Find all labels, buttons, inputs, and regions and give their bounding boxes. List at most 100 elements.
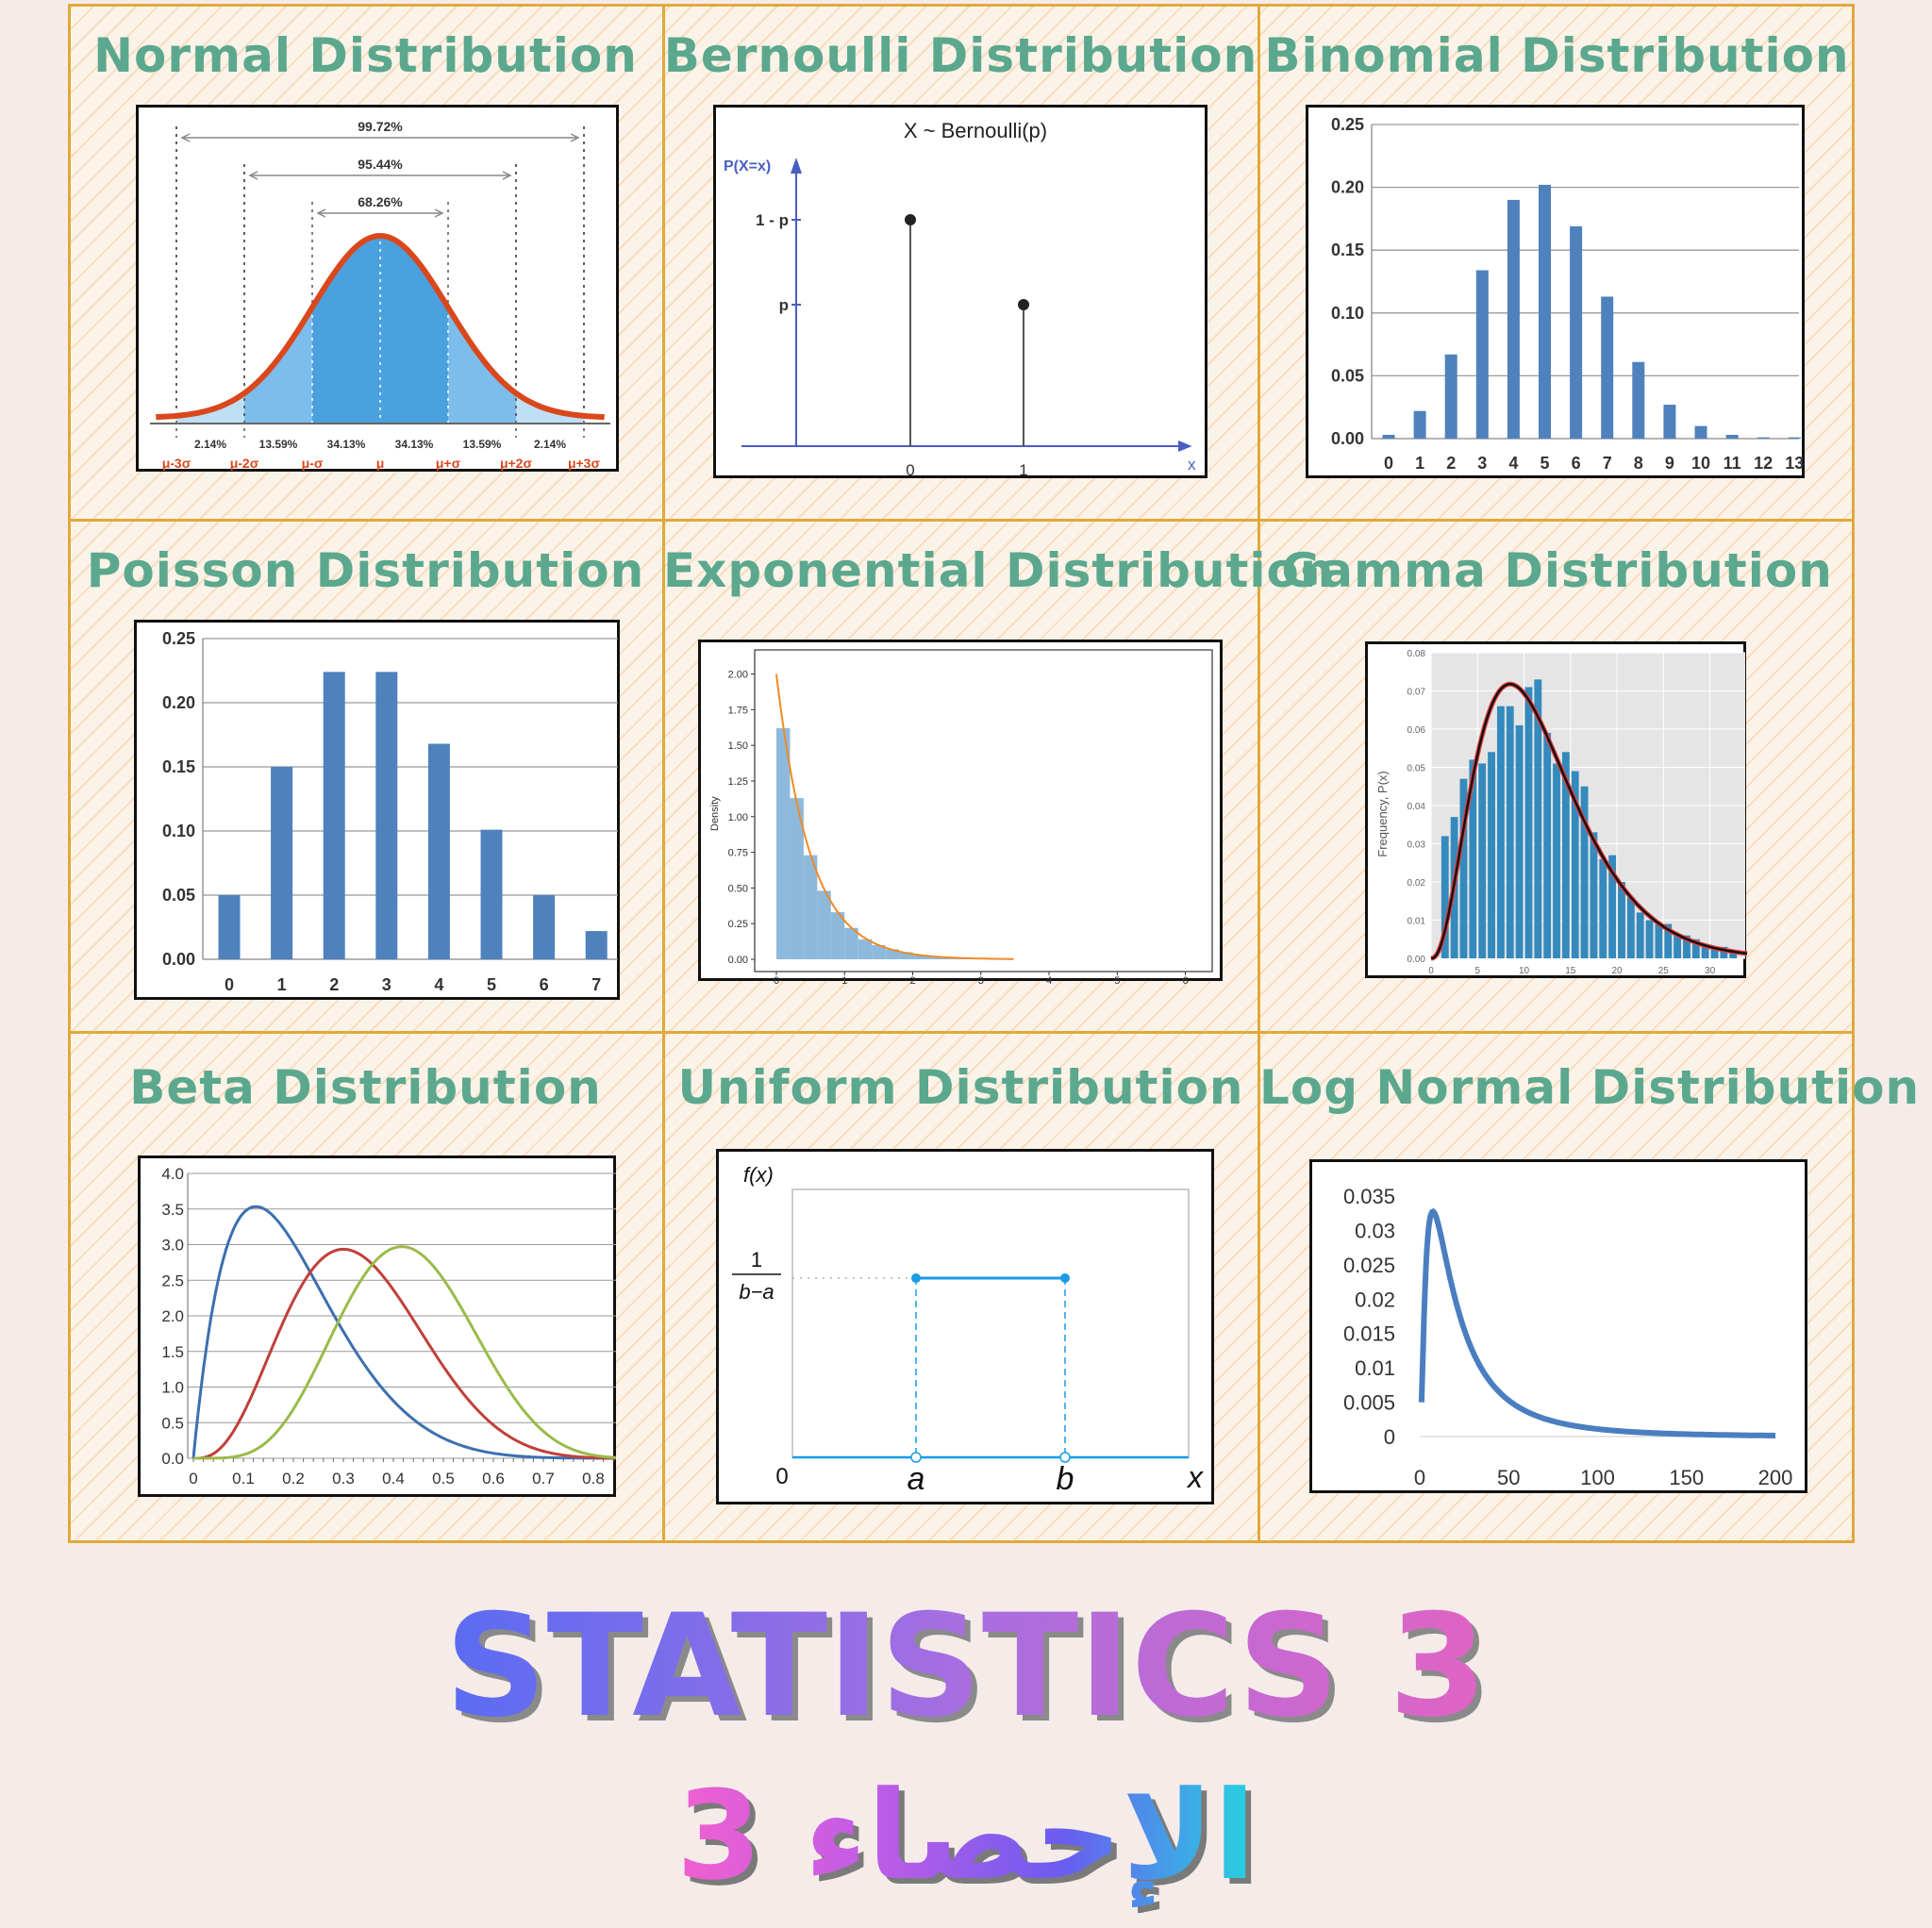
bar [1413,410,1426,439]
open-point [910,1452,922,1463]
histogram-bar [1683,935,1690,958]
histogram-bar [1599,858,1607,958]
y-tick-label: 0.03 [1407,840,1426,851]
x-tick-label: 0.5 [432,1470,455,1488]
y-tick-label: 0.05 [1331,366,1364,385]
x-tick-label: b [1057,1461,1074,1497]
bar [1382,435,1395,439]
histogram-bar [830,912,845,959]
range-label: 68.26% [358,194,403,209]
y-tick-label: 0.03 [1355,1219,1395,1242]
x-tick-label: 0.3 [332,1470,355,1488]
y-axis-label: P(X=x) [724,158,771,175]
bar [1788,437,1801,439]
grid-divider [68,519,1855,522]
x-tick-label: μ-σ [302,456,324,471]
y-tick-label: 1.00 [728,812,748,823]
histogram-bar [1543,733,1552,958]
open-point [1059,1452,1071,1463]
x-tick-label: 25 [1658,966,1670,976]
beta-curve [192,1205,616,1460]
beta-curve [193,1245,617,1460]
x-tick-label: 11 [1724,454,1741,473]
title-poisson: Poisson Distribution [86,543,645,598]
x-tick-label: 0.8 [582,1470,605,1488]
bar [1694,425,1707,439]
segment-label: 34.13% [327,438,366,451]
y-tick-label: 2.5 [161,1271,184,1289]
bar [585,931,608,959]
x-tick-label: μ+2σ [500,456,533,471]
histogram-bar [1655,923,1663,958]
segment-label: 2.14% [194,438,226,451]
histogram-bar [1553,763,1560,958]
plot-frame [791,1188,1190,1458]
y-tick-label: 0.50 [728,883,748,894]
y-axis-label: f(x) [743,1163,774,1187]
x-tick-label: 30 [1705,966,1716,976]
closed-point [911,1273,921,1283]
y-tick-label: 0.08 [1407,649,1426,659]
grid-divider [662,4,665,1543]
x-tick-label: 1 [1415,454,1424,473]
uniform-chart: f(x) 1 b−a 0 a b x [716,1149,1214,1504]
y-tick-label: 0.20 [162,693,195,712]
bar [427,743,450,959]
bar [1663,405,1676,439]
x-tick-label: 2 [1446,454,1456,473]
y-axis-label: Frequency, P(x) [1375,771,1390,857]
x-tick-label: 3 [1477,454,1487,473]
bar [218,895,241,959]
y-tick-label: 2.0 [161,1307,184,1325]
bar [1757,437,1770,439]
x-tick-label: 0 [906,461,914,479]
title-lognormal: Log Normal Distribution [1259,1060,1921,1115]
y-tick-label: 0.06 [1407,725,1426,736]
histogram-bar [1691,939,1700,958]
bar [323,672,345,959]
x-tick-label: 10 [1691,454,1710,473]
histogram-bar [1534,679,1542,958]
x-tick-label: 2 [329,975,339,994]
bar [1601,296,1614,439]
closed-point [1060,1273,1070,1283]
histogram-bar [872,944,886,959]
segment-label: 2.14% [534,438,566,451]
y-tick-label: 0.05 [1407,764,1426,774]
histogram-bar [844,927,858,959]
grid-divider [68,1031,1855,1034]
x-tick-label: 5 [1474,966,1480,976]
normal-area-fill [312,236,448,424]
x-tick-label: 6 [540,975,549,994]
histogram-bar [899,952,913,959]
x-tick-label: 1 [841,975,847,984]
x-tick-label: 15 [1565,966,1576,976]
y-tick-label: 0.02 [1407,878,1426,889]
x-tick-label: 50 [1497,1466,1520,1489]
histogram-bar [1524,687,1533,958]
y-tick-label: 0.5 [161,1414,184,1432]
x-tick-label: 4 [1046,975,1052,984]
x-tick-label: 10 [1519,966,1530,976]
x-tick-label: 7 [1603,454,1612,473]
y-tick-label: 0.20 [1331,178,1364,197]
histogram-bar [1459,778,1468,958]
y-tick-label: 0 [1384,1425,1395,1449]
histogram-bar [1636,912,1644,958]
x-tick-label: 5 [1114,975,1120,984]
y-tick-label: 0.00 [162,950,195,969]
x-tick-label: 5 [487,975,496,994]
x-tick-label: μ+σ [436,456,461,471]
x-tick-label: 0.7 [532,1470,555,1488]
histogram-bar [1506,706,1514,958]
x-tick-label: 0.2 [282,1470,305,1488]
y-tick-label: 0.00 [1407,955,1426,965]
arrow-head-icon [502,171,512,180]
y-axis-label: Density [709,796,721,831]
arrow-head-icon [791,158,802,175]
histogram-bar [803,855,818,959]
exponential-chart: 0.00 0.25 0.50 0.75 1.00 1.25 1.50 1.75 2.00 0 1 2 3… [698,640,1223,984]
x-tick-label: 1 [1019,461,1027,479]
histogram-bar [1645,920,1654,958]
bar [480,829,503,959]
